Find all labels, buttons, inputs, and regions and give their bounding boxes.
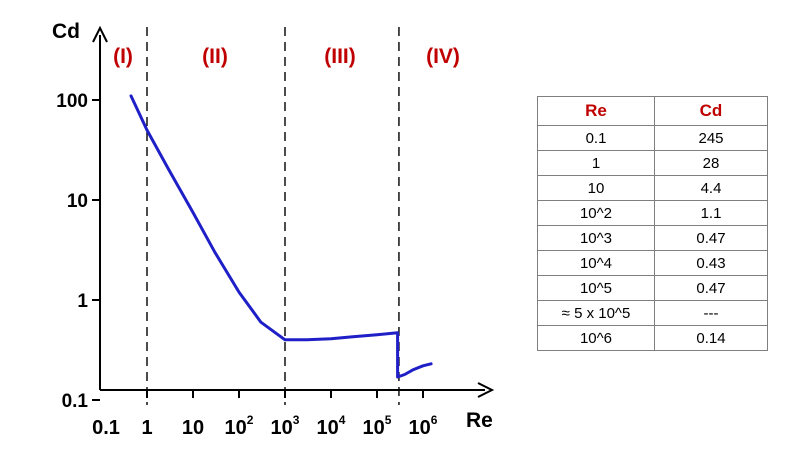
table-row: 10^6 0.14	[537, 325, 768, 351]
cell-re: 0.1	[537, 125, 655, 151]
region-label: (II)	[202, 45, 228, 68]
cell-re: 10^2	[537, 200, 655, 226]
x-tick-base: 10	[271, 417, 293, 439]
x-axis-arrow	[477, 382, 495, 398]
x-tick-base: 10	[409, 417, 431, 439]
x-tick-exponent: 4	[339, 413, 346, 427]
table-row: ≈ 5 x 10^5 ---	[537, 300, 768, 326]
table-row: 10^3 0.47	[537, 225, 768, 251]
cd-re-table: Re Cd 0.1 245 1 28 10 4.4 10^2 1.1 10^3 0.47 10^4 0…	[537, 96, 768, 351]
x-axis-label: Re	[466, 409, 493, 432]
header-re: Re	[537, 96, 655, 126]
cell-cd: 0.47	[654, 225, 768, 251]
region-label: (IV)	[426, 45, 460, 68]
table-header-row: Re Cd	[537, 96, 768, 126]
cell-re: 10	[537, 175, 655, 201]
header-cd: Cd	[654, 96, 768, 126]
x-tick-exponent: 3	[293, 413, 300, 427]
cell-cd: 28	[654, 150, 768, 176]
cd-curve	[129, 94, 433, 379]
x-tick-base: 0.1	[92, 417, 120, 439]
cell-cd: 0.14	[654, 325, 768, 351]
cell-cd: 0.47	[654, 275, 768, 301]
x-tick-label: 106	[409, 413, 438, 439]
table-row: 10^2 1.1	[537, 200, 768, 226]
x-tick-base: 10	[363, 417, 385, 439]
x-tick-label: 103	[271, 413, 300, 439]
x-tick-exponent: 6	[431, 413, 438, 427]
y-axis-label: Cd	[52, 20, 80, 43]
x-tick-base: 10	[225, 417, 247, 439]
region-label: (I)	[113, 45, 133, 68]
table-row: 0.1 245	[537, 125, 768, 151]
cell-cd: 4.4	[654, 175, 768, 201]
cell-re: 1	[537, 150, 655, 176]
x-tick-base: 1	[141, 417, 152, 439]
y-tick-label: 0.1	[62, 391, 89, 412]
cell-re: 10^4	[537, 250, 655, 276]
x-tick-label: 10	[182, 417, 204, 439]
y-tick-label: 100	[56, 91, 88, 112]
cell-cd: 0.43	[654, 250, 768, 276]
cell-re: 10^6	[537, 325, 655, 351]
cell-cd: 245	[654, 125, 768, 151]
region-label: (III)	[324, 45, 356, 68]
x-tick-base: 10	[182, 417, 204, 439]
x-tick-label: 104	[317, 413, 346, 439]
x-tick-label: 1	[141, 417, 152, 439]
cell-cd: ---	[654, 300, 768, 326]
y-tick-label: 1	[77, 291, 88, 312]
table-row: 10 4.4	[537, 175, 768, 201]
cell-re: 10^3	[537, 225, 655, 251]
table-row: 10^5 0.47	[537, 275, 768, 301]
cell-re: ≈ 5 x 10^5	[537, 300, 655, 326]
y-axis-arrow	[92, 25, 108, 43]
table-row: 1 28	[537, 150, 768, 176]
x-tick-label: 102	[225, 413, 254, 439]
x-tick-base: 10	[317, 417, 339, 439]
cell-cd: 1.1	[654, 200, 768, 226]
x-tick-label: 105	[363, 413, 392, 439]
table-row: 10^4 0.43	[537, 250, 768, 276]
cell-re: 10^5	[537, 275, 655, 301]
x-tick-label: 0.1	[92, 417, 120, 439]
x-tick-exponent: 2	[247, 413, 254, 427]
y-tick-label: 10	[67, 191, 88, 212]
x-tick-exponent: 5	[385, 413, 392, 427]
